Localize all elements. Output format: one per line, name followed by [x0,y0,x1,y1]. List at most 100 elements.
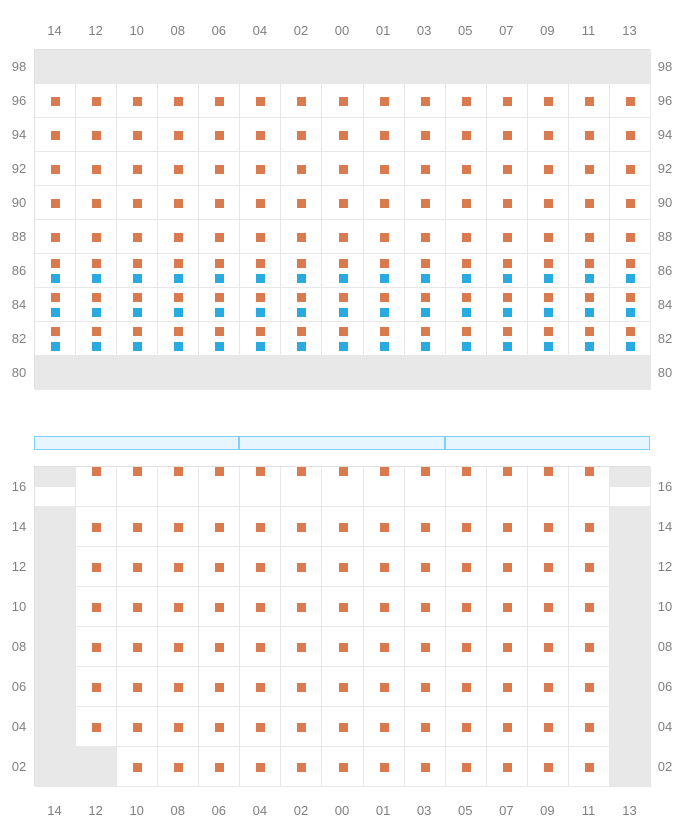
seat-cell[interactable] [528,254,569,288]
seat-cell[interactable] [199,507,240,547]
seat-cell[interactable] [158,288,199,322]
seat-cell[interactable] [322,322,363,356]
seat-cell[interactable] [364,627,405,667]
seat-cell[interactable] [487,288,528,322]
seat-cell[interactable] [569,288,610,322]
seat-cell[interactable] [76,467,117,507]
seat-cell[interactable] [240,707,281,747]
seat-cell[interactable] [117,322,158,356]
seat-cell[interactable] [364,186,405,220]
seat-cell[interactable] [405,152,446,186]
seat-cell[interactable] [405,547,446,587]
seat-cell[interactable] [446,322,487,356]
seat-cell[interactable] [199,84,240,118]
seat-cell[interactable] [117,84,158,118]
seat-cell[interactable] [199,186,240,220]
seat-cell[interactable] [322,84,363,118]
seat-cell[interactable] [117,186,158,220]
seat-cell[interactable] [281,707,322,747]
seat-cell[interactable] [446,220,487,254]
seat-cell[interactable] [158,467,199,507]
seat-cell[interactable] [528,627,569,667]
seat-cell[interactable] [364,220,405,254]
seat-cell[interactable] [322,747,363,787]
seat-cell[interactable] [569,84,610,118]
seat-cell[interactable] [487,84,528,118]
seat-cell[interactable] [446,152,487,186]
seat-cell[interactable] [487,467,528,507]
seat-cell[interactable] [364,152,405,186]
seat-cell[interactable] [117,507,158,547]
seat-cell[interactable] [405,322,446,356]
seat-cell[interactable] [364,467,405,507]
seat-cell[interactable] [117,707,158,747]
seat-cell[interactable] [610,487,651,507]
seat-cell[interactable] [528,507,569,547]
seat-cell[interactable] [76,186,117,220]
seat-cell[interactable] [322,254,363,288]
seat-cell[interactable] [487,587,528,627]
seat-cell[interactable] [446,667,487,707]
seat-cell[interactable] [240,747,281,787]
seat-cell[interactable] [364,84,405,118]
seat-cell[interactable] [569,747,610,787]
seat-cell[interactable] [446,747,487,787]
seat-cell[interactable] [528,547,569,587]
seat-cell[interactable] [487,322,528,356]
seat-cell[interactable] [487,747,528,787]
seat-cell[interactable] [322,547,363,587]
seat-cell[interactable] [158,322,199,356]
seat-cell[interactable] [158,547,199,587]
seat-cell[interactable] [281,254,322,288]
seat-cell[interactable] [76,707,117,747]
seat-cell[interactable] [322,587,363,627]
seat-cell[interactable] [487,118,528,152]
seat-cell[interactable] [158,220,199,254]
seat-cell[interactable] [322,118,363,152]
seat-cell[interactable] [199,220,240,254]
seat-cell[interactable] [446,507,487,547]
seat-cell[interactable] [117,118,158,152]
seat-cell[interactable] [158,152,199,186]
seat-cell[interactable] [281,288,322,322]
seat-cell[interactable] [199,288,240,322]
seat-cell[interactable] [158,707,199,747]
seat-cell[interactable] [76,547,117,587]
seat-cell[interactable] [405,220,446,254]
seat-cell[interactable] [322,220,363,254]
seat-cell[interactable] [199,707,240,747]
seat-cell[interactable] [76,587,117,627]
seat-cell[interactable] [405,288,446,322]
seat-cell[interactable] [405,254,446,288]
seat-cell[interactable] [281,467,322,507]
seat-cell[interactable] [364,288,405,322]
seat-cell[interactable] [569,152,610,186]
seat-cell[interactable] [35,118,76,152]
seat-cell[interactable] [240,587,281,627]
seat-cell[interactable] [364,707,405,747]
seat-cell[interactable] [199,547,240,587]
seat-cell[interactable] [610,84,651,118]
seat-cell[interactable] [281,627,322,667]
seat-cell[interactable] [76,84,117,118]
seat-cell[interactable] [199,587,240,627]
seat-cell[interactable] [240,220,281,254]
seat-cell[interactable] [446,467,487,507]
seat-cell[interactable] [281,152,322,186]
seat-cell[interactable] [364,547,405,587]
seat-cell[interactable] [35,220,76,254]
seat-cell[interactable] [446,707,487,747]
seat-cell[interactable] [569,547,610,587]
seat-cell[interactable] [569,467,610,507]
seat-cell[interactable] [158,254,199,288]
seat-cell[interactable] [569,322,610,356]
seat-cell[interactable] [446,186,487,220]
seat-cell[interactable] [199,118,240,152]
seat-cell[interactable] [364,747,405,787]
seat-cell[interactable] [569,707,610,747]
seat-cell[interactable] [610,220,651,254]
seat-cell[interactable] [405,84,446,118]
seat-cell[interactable] [199,254,240,288]
seat-cell[interactable] [281,220,322,254]
seat-cell[interactable] [528,288,569,322]
